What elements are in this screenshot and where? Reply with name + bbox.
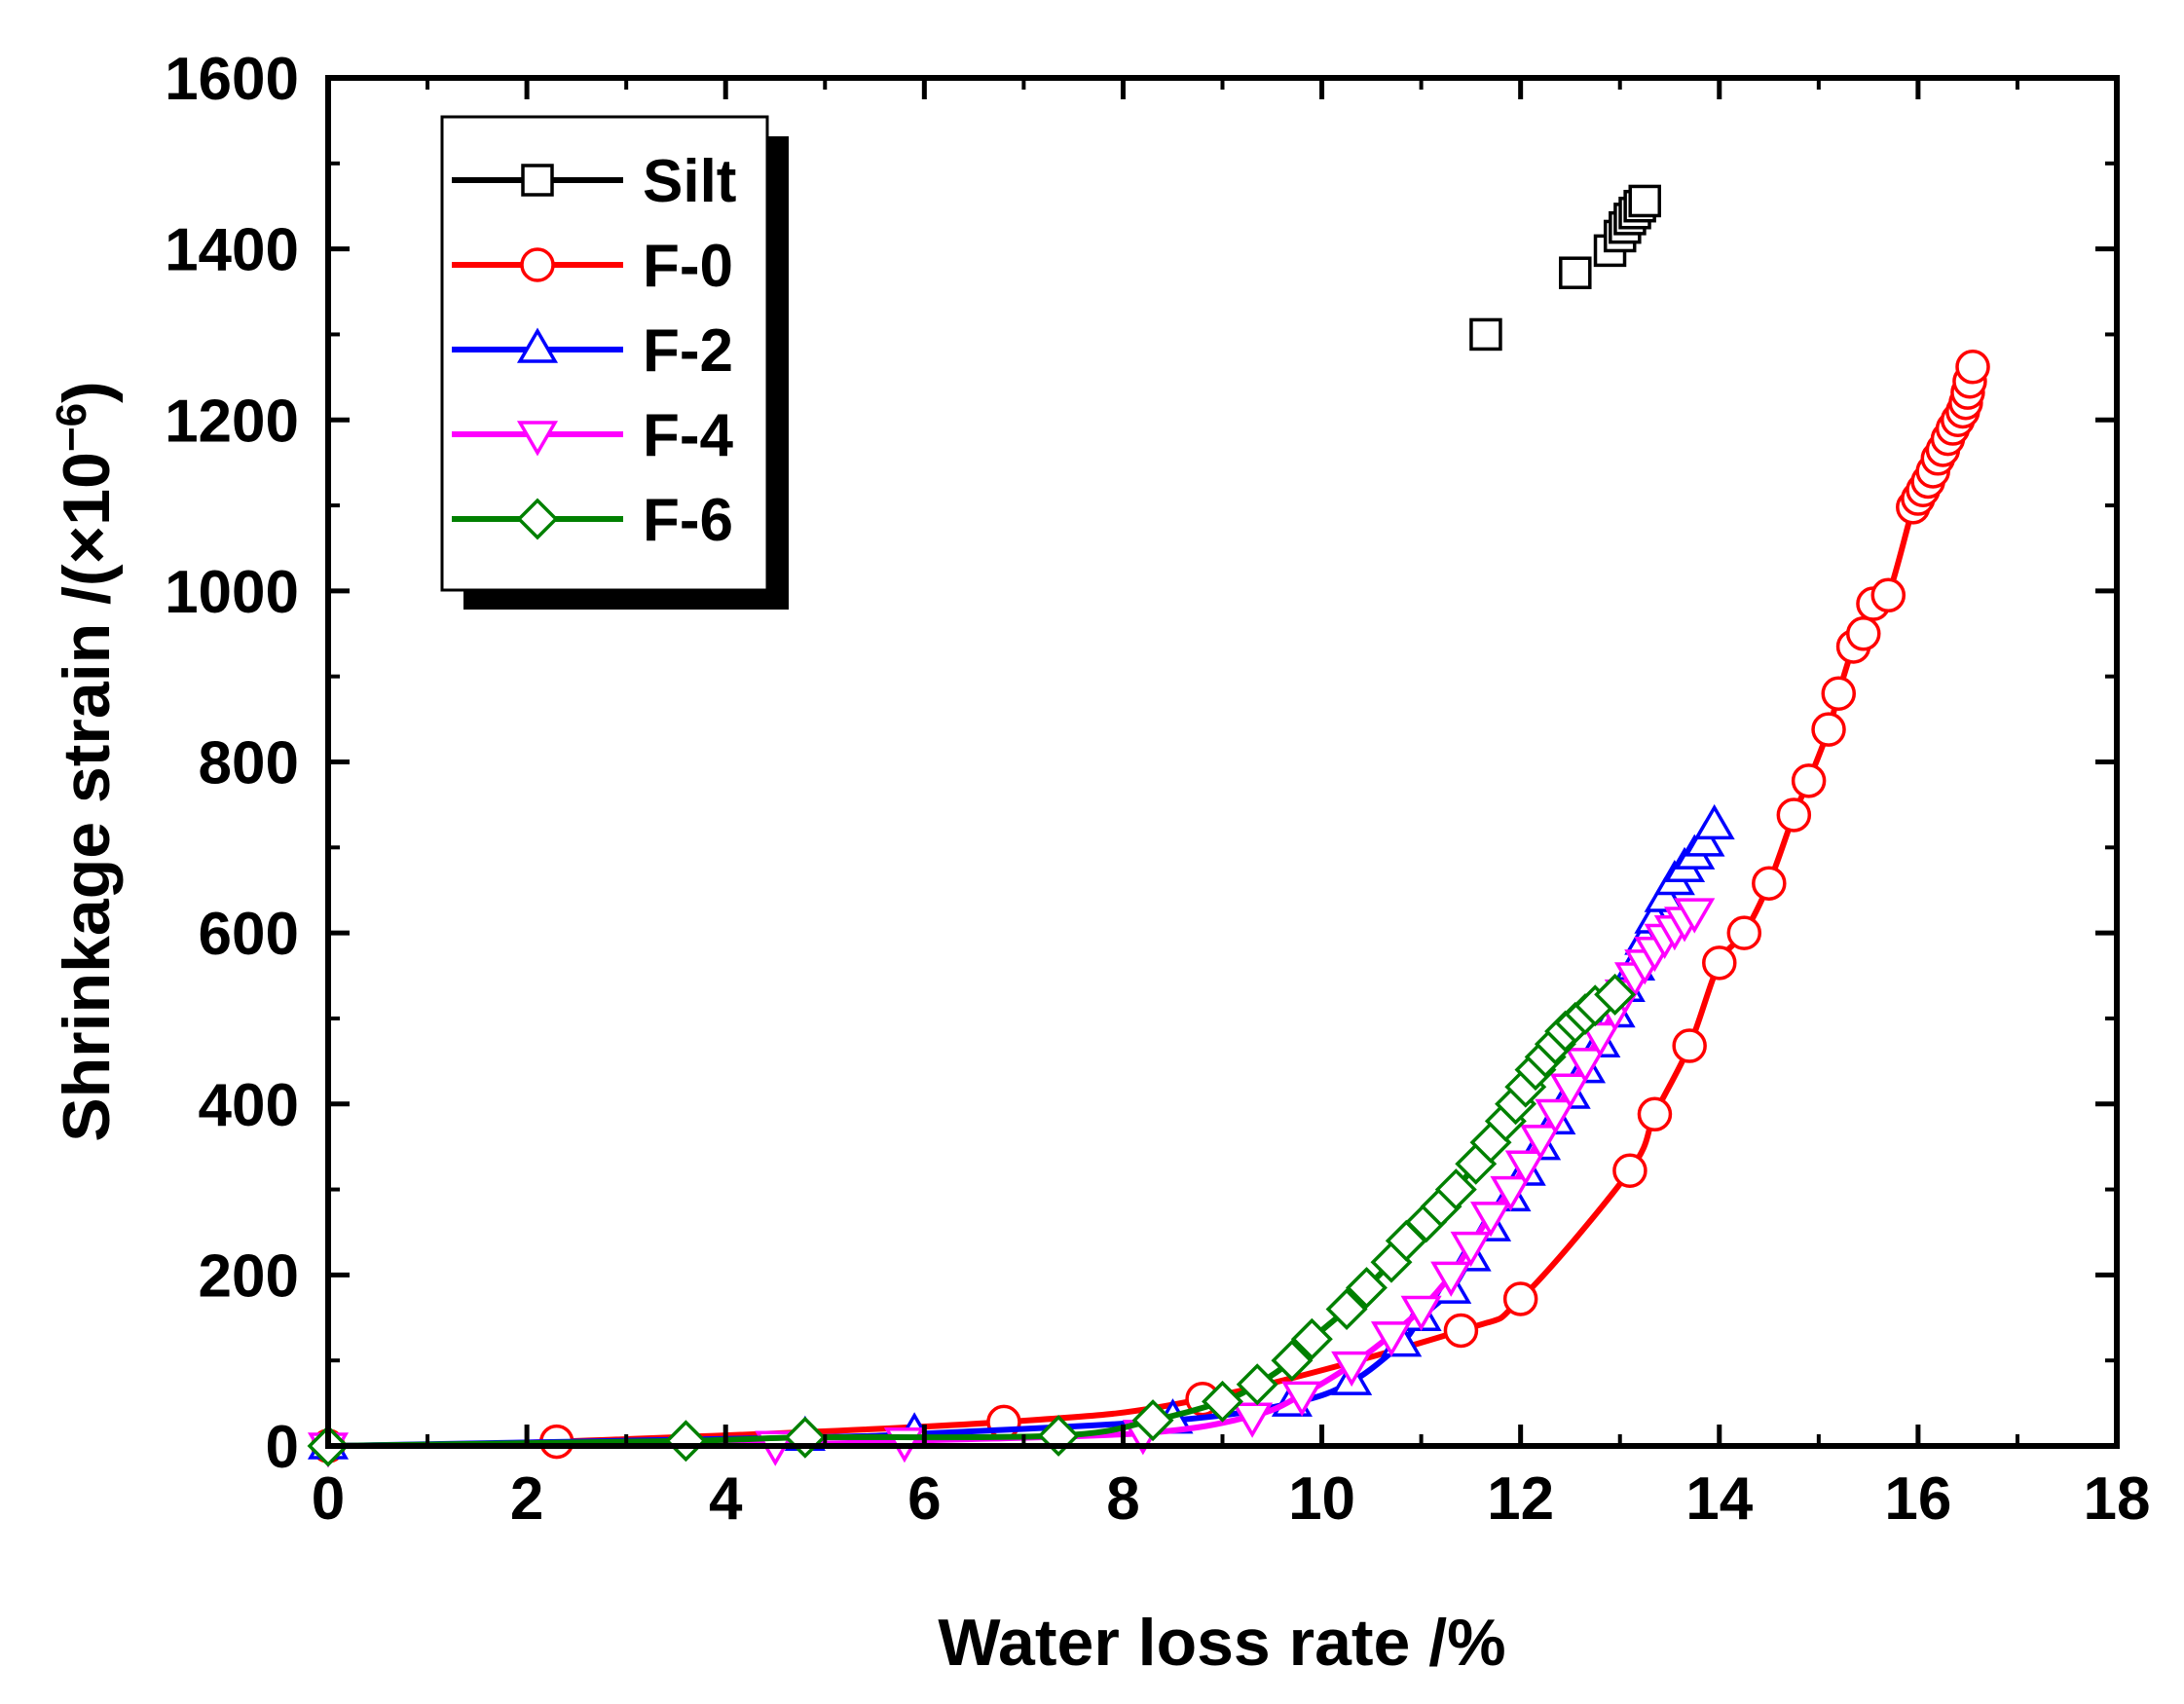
legend-marker: [516, 498, 559, 540]
data-point: [1644, 876, 1685, 912]
legend-box: [440, 115, 769, 592]
data-point: [1434, 1168, 1477, 1211]
y-tick-label: 200: [199, 1242, 299, 1310]
data-point: [1579, 1021, 1621, 1057]
series-f-0: [311, 350, 1990, 1463]
y-tick-label: 1600: [165, 46, 299, 113]
legend-marker: [521, 164, 554, 197]
x-tick-label: 18: [2084, 1465, 2151, 1533]
data-point: [1674, 898, 1716, 934]
axis-ticks: [325, 75, 2120, 1449]
data-point: [1469, 317, 1502, 352]
data-point: [1752, 866, 1787, 901]
legend-items: Silt F-0 F-2 F-4 F-6: [452, 148, 736, 554]
data-point: [1628, 184, 1661, 218]
y-tick-label: 600: [199, 901, 299, 968]
data-point: [1236, 1363, 1278, 1406]
data-point: [1684, 821, 1725, 857]
data-point: [1470, 1202, 1512, 1238]
data-point: [1535, 1098, 1576, 1135]
data-point: [1559, 256, 1592, 289]
data-point: [1693, 803, 1735, 840]
data-point: [1612, 1153, 1647, 1188]
x-tick-label: 14: [1685, 1465, 1753, 1533]
y-tick-label: 400: [199, 1072, 299, 1139]
legend-marker: [516, 327, 559, 363]
data-point: [1443, 1313, 1479, 1349]
y-tick-label: 800: [199, 730, 299, 797]
data-point: [1821, 676, 1856, 711]
data-point: [1811, 712, 1846, 747]
y-axis-label-exponent: −6: [48, 403, 95, 452]
data-point: [1325, 1288, 1368, 1330]
data-point: [1846, 616, 1881, 651]
legend-label: F-4: [643, 402, 734, 469]
data-point: [1131, 1399, 1174, 1442]
data-point: [1232, 1402, 1274, 1438]
x-tick-label: 6: [907, 1465, 941, 1533]
data-point: [1955, 350, 1990, 385]
y-axis-label-close: ): [50, 381, 124, 403]
data-point: [1430, 1261, 1472, 1297]
data-point: [1520, 1125, 1562, 1161]
y-tick-label: 1000: [165, 559, 299, 626]
x-tick-label: 8: [1106, 1465, 1139, 1533]
series-layer: [307, 184, 1990, 1468]
data-point: [1346, 1267, 1388, 1310]
data-point: [1564, 1048, 1607, 1084]
series-silt: [1469, 184, 1661, 352]
data-point: [1370, 1321, 1413, 1357]
data-point: [1202, 1380, 1243, 1423]
y-tick-label: 0: [266, 1414, 299, 1481]
legend-label: F-6: [643, 487, 733, 554]
y-axis-label: Shrinkage strain /(×10−6): [48, 381, 125, 1141]
legend: Silt F-0 F-2 F-4 F-6: [440, 115, 789, 610]
legend-label: Silt: [643, 148, 736, 215]
x-axis-label: Water loss rate /%: [938, 1606, 1505, 1680]
data-point: [1726, 915, 1762, 950]
data-point: [1290, 1317, 1333, 1360]
data-point: [1502, 1281, 1538, 1316]
legend-marker: [520, 247, 555, 282]
y-tick-label: 1400: [165, 217, 299, 284]
legend-label: F-2: [643, 317, 733, 385]
data-point: [1281, 1381, 1323, 1417]
data-point: [1791, 763, 1827, 798]
series-f-6: [307, 973, 1637, 1467]
data-point: [1400, 1295, 1442, 1331]
legend-item-f-4: F-4: [452, 402, 734, 469]
data-point: [664, 1420, 707, 1463]
legend-item-f-6: F-6: [452, 487, 733, 554]
x-tick-label: 2: [510, 1465, 543, 1533]
x-tick-label: 10: [1288, 1465, 1355, 1533]
x-tick-label: 4: [709, 1465, 743, 1533]
data-point: [1637, 1096, 1673, 1132]
data-point: [1490, 1175, 1532, 1212]
legend-item-f-0: F-0: [452, 233, 733, 300]
legend-item-silt: Silt: [452, 148, 736, 215]
data-point: [1870, 577, 1906, 613]
y-tick-label: 1200: [165, 388, 299, 455]
data-point: [1702, 945, 1737, 981]
data-point: [1450, 1231, 1492, 1268]
tick-labels: 0 2 4 6 8 10 12 14 16 18 0 200 400 600 800 1000 1200 1400…: [165, 46, 2150, 1533]
legend-item-f-2: F-2: [452, 317, 733, 385]
data-point: [1549, 1073, 1591, 1109]
data-point: [1672, 1028, 1707, 1063]
data-point: [1271, 1339, 1314, 1382]
legend-label: F-0: [643, 233, 733, 300]
data-point: [1331, 1351, 1373, 1388]
x-tick-label: 16: [1884, 1465, 1951, 1533]
data-point: [1504, 1150, 1546, 1186]
data-point: [1594, 973, 1637, 1016]
y-axis-label-main: Shrinkage strain /(×10: [50, 452, 124, 1142]
x-tick-label: 12: [1487, 1465, 1554, 1533]
legend-marker: [516, 421, 559, 457]
data-point: [1776, 797, 1812, 833]
x-tick-label: 0: [312, 1465, 345, 1533]
